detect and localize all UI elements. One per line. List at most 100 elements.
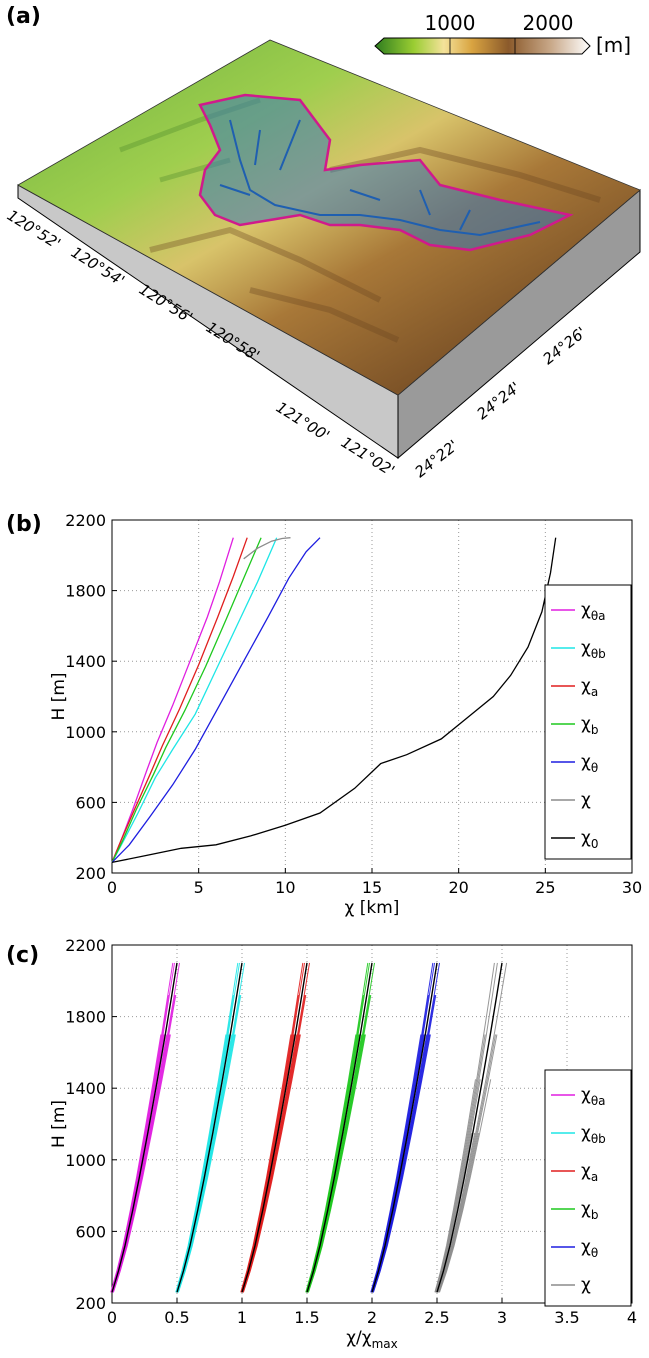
x-tick-label: 10	[275, 878, 295, 897]
profile-line	[439, 1079, 492, 1293]
x-tick-label: 1.5	[294, 1308, 319, 1327]
x-tick-label: 20	[448, 878, 468, 897]
profile-line	[305, 1034, 357, 1293]
x-tick-label: 3	[497, 1308, 507, 1327]
profile-line	[305, 995, 365, 1293]
x-tick-label: 25	[535, 878, 555, 897]
river-network	[219, 119, 541, 237]
axes-frame	[111, 519, 633, 874]
profile-line	[372, 1034, 431, 1293]
colorbar-unit: [m]	[596, 33, 631, 57]
y-tick-label: 2200	[65, 511, 106, 530]
legend-label: χθ	[581, 1237, 598, 1260]
profile-line	[242, 962, 310, 1293]
series-line	[111, 537, 234, 863]
legend-label: χθa	[581, 600, 606, 623]
panel-b-label: (b)	[6, 512, 42, 537]
chart-c: 0 0.5 1 1.5 2 2.5 3 3.5 4 200 600 1000 1400 1800 2200 H…	[49, 936, 637, 1351]
x-axis-label: χ/χmax	[346, 1328, 398, 1351]
legend-label: χ	[581, 1275, 591, 1295]
mean-profile-line	[371, 962, 438, 1293]
y-axis-label: H [m]	[49, 672, 69, 720]
profile-line	[175, 995, 235, 1293]
colorbar	[374, 37, 591, 55]
legend-label: χθa	[581, 1085, 606, 1108]
profile-line	[372, 995, 437, 1293]
profile-line	[372, 962, 440, 1293]
x-tick-label: 0	[107, 1308, 117, 1327]
terrain-map-panel: 1000 2000 [m] 120°52' 120°54' 120°56' 12…	[4, 11, 641, 481]
profile-line	[177, 962, 245, 1293]
x-tick-label: 2	[367, 1308, 377, 1327]
series-line	[243, 537, 291, 560]
profile-line	[240, 1034, 292, 1293]
x-tick-label: 3.5	[554, 1308, 579, 1327]
profile-line	[242, 995, 307, 1293]
basin-outline	[198, 93, 574, 252]
y-axis-label: H [m]	[49, 1100, 69, 1148]
y-tick-label: 1400	[65, 1079, 106, 1098]
y-tick-label: 1000	[65, 1151, 106, 1170]
legend-label: χ0	[581, 828, 598, 851]
lat-label: 24°22'	[411, 436, 461, 481]
y-tick-label: 2200	[65, 936, 106, 955]
x-tick-label: 15	[362, 878, 382, 897]
profile-line	[240, 995, 300, 1293]
series-line	[111, 537, 321, 863]
chart-b: 0 5 10 15 20 25 30 200 600 1000 1400 1800 2200 H [m] χ…	[49, 511, 642, 918]
y-tick-label: 1000	[65, 723, 106, 742]
profile-line	[435, 1034, 486, 1293]
y-tick-label: 200	[75, 864, 106, 883]
legend-label: χb	[581, 1199, 598, 1222]
colorbar-tick: 2000	[523, 11, 574, 35]
legend-label: χb	[581, 714, 598, 737]
mean-profile-line	[241, 962, 308, 1293]
x-tick-label: 5	[194, 878, 204, 897]
profile-line	[112, 995, 177, 1293]
mean-profile-line	[111, 962, 178, 1293]
legend-label: χθb	[581, 1123, 606, 1146]
profile-line	[438, 1034, 498, 1293]
profile-line	[307, 962, 375, 1293]
x-tick-label: 0	[107, 878, 117, 897]
profile-line	[370, 1034, 422, 1293]
profile-line	[177, 1034, 236, 1293]
legend-box	[544, 1069, 632, 1307]
axes-frame	[111, 944, 633, 1304]
profile-line	[307, 1034, 366, 1293]
profile-line	[307, 995, 372, 1293]
series-line	[111, 537, 557, 864]
x-tick-label: 4	[627, 1308, 637, 1327]
y-tick-label: 200	[75, 1294, 106, 1313]
y-tick-label: 1400	[65, 652, 106, 671]
colorbar-tick: 1000	[425, 11, 476, 35]
profile-line	[242, 1034, 301, 1293]
legend-label: χa	[581, 1161, 598, 1184]
x-tick-label: 2.5	[424, 1308, 449, 1327]
legend-label: χ	[581, 790, 591, 810]
y-tick-label: 1800	[65, 1008, 106, 1027]
x-tick-label: 1	[237, 1308, 247, 1327]
panel-a-label: (a)	[6, 4, 41, 29]
mean-profile-line	[306, 962, 373, 1293]
series-line	[111, 537, 248, 863]
x-tick-label: 30	[622, 878, 642, 897]
profile-line	[110, 995, 170, 1293]
panel-c-label: (c)	[6, 943, 40, 968]
y-tick-label: 1800	[65, 582, 106, 601]
profile-line	[175, 1034, 227, 1293]
legend-box	[544, 584, 632, 860]
y-tick-label: 600	[75, 793, 106, 812]
profile-line	[437, 962, 508, 1293]
profile-line	[110, 1034, 162, 1293]
x-axis-label: χ [km]	[345, 898, 400, 918]
legend-label: χθb	[581, 638, 606, 661]
legend-label: χa	[581, 676, 598, 699]
profile-line	[112, 1034, 171, 1293]
profile-line	[370, 995, 430, 1293]
legend-label: χθ	[581, 752, 598, 775]
mean-profile-line	[176, 962, 243, 1293]
profile-line	[434, 1079, 476, 1293]
series-line	[111, 537, 262, 863]
mean-profile-line	[436, 962, 503, 1293]
